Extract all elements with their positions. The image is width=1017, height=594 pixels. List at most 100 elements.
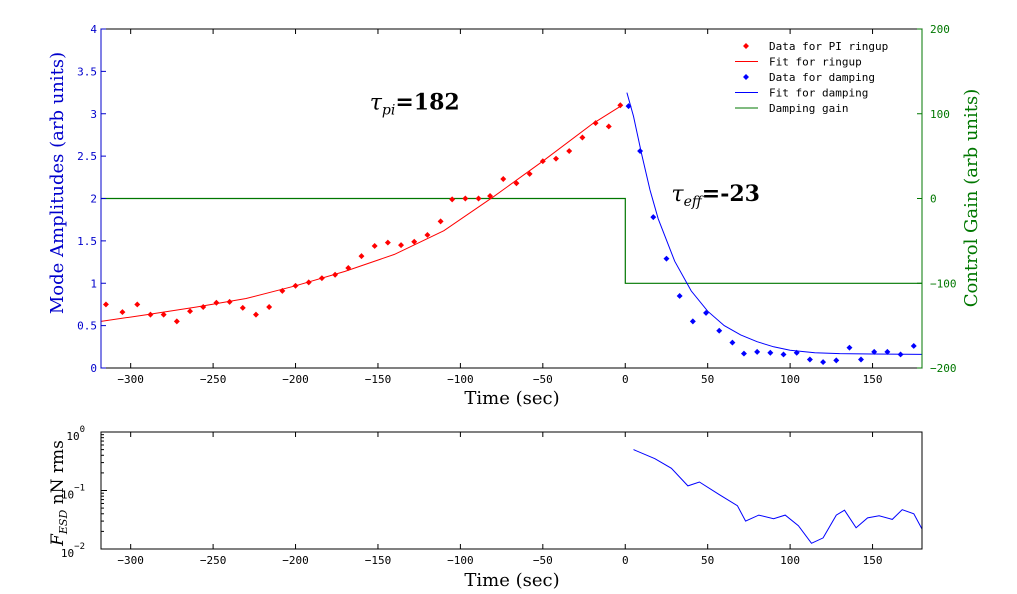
data-point-damping-5 [689, 318, 696, 325]
bottom-x-tick-label: 150 [863, 554, 883, 567]
bottom-y-tick-base: 10 [61, 489, 74, 502]
bottom-y-label-rest: nN rms [48, 440, 68, 510]
data-point-ringup-38 [605, 123, 612, 130]
data-point-damping-8 [729, 339, 736, 346]
right-y-axis-label: Control Gain (arb units) [961, 89, 982, 308]
data-point-ringup-20 [371, 242, 378, 249]
data-point-damping-4 [676, 292, 683, 299]
bottom-x-tick-label: −300 [117, 554, 144, 567]
bottom-x-tick-label: 100 [780, 554, 800, 567]
y-tick-label: 2.5 [77, 150, 97, 163]
data-point-ringup-29 [487, 192, 494, 199]
fit-line-ringup [100, 104, 623, 322]
x-tick-label: 0 [622, 373, 629, 386]
bottom-x-tick-label: −150 [365, 554, 392, 567]
data-point-ringup-1 [119, 309, 126, 316]
legend-label-2: Data for damping [769, 71, 875, 84]
x-tick-label: 100 [780, 373, 800, 386]
data-point-ringup-36 [579, 134, 586, 141]
data-point-damping-6 [703, 309, 710, 316]
x-tick-label: −100 [447, 373, 474, 386]
bottom-y-axis-label: FESD nN rms [48, 440, 70, 547]
top-chart: −300 −250 −200 −150 −100 −50 0 50 100 150 0 0.5 1 1.… [47, 23, 982, 409]
legend-label-0: Data for PI ringup [769, 40, 888, 53]
data-point-ringup-14 [292, 282, 299, 289]
bottom-chart: −300 −250 −200 −150 −100 −50 0 50 100 150 10010−1… [48, 425, 923, 591]
y-tick-label: 0.5 [77, 320, 97, 333]
fit-line-damping [626, 92, 923, 355]
y-tick-label: 1.5 [77, 235, 97, 248]
bottom-x-tick-label: −100 [447, 554, 474, 567]
data-point-ringup-7 [200, 304, 207, 310]
bottom-plot-frame [100, 431, 923, 550]
top-left-y-ticks: 0 0.5 1 1.5 2 2.5 3 3.5 4 [77, 23, 106, 375]
force-line-0 [633, 449, 923, 544]
y-tick-label: 1 [90, 277, 97, 290]
data-point-ringup-24 [424, 231, 431, 238]
top-x-axis-label: Time (sec) [464, 388, 559, 409]
data-point-ringup-9 [226, 298, 233, 305]
y2-tick-label: 0 [930, 193, 937, 206]
data-point-damping-9 [740, 350, 747, 357]
data-point-ringup-22 [398, 242, 405, 249]
data-point-damping-11 [767, 349, 774, 356]
data-point-ringup-12 [266, 304, 273, 310]
x-tick-label: 50 [701, 373, 714, 386]
bottom-x-tick-label: 50 [701, 554, 714, 567]
legend: Data for PI ringup Fit for ringup Data for… [735, 40, 888, 115]
force-line-layer [633, 449, 923, 544]
data-point-ringup-2 [134, 301, 141, 308]
data-point-ringup-27 [462, 195, 469, 202]
x-tick-label: 150 [863, 373, 883, 386]
top-right-y-ticks: −200 −100 0 100 200 [917, 23, 957, 375]
damping-gain-layer [101, 197, 922, 284]
fit-lines-layer [100, 92, 923, 355]
data-point-damping-20 [884, 348, 891, 355]
data-point-damping-10 [754, 348, 761, 355]
x-tick-label: −150 [365, 373, 392, 386]
bottom-y-tick-base: 10 [66, 430, 79, 443]
tau-eff-subscript: eff [684, 194, 704, 210]
data-point-damping-22 [910, 342, 917, 349]
bottom-log-minor-ticks [101, 434, 104, 532]
data-points-layer [102, 102, 917, 366]
bottom-y-tick-exponent: −1 [74, 484, 85, 494]
y-tick-label: 4 [90, 23, 97, 36]
data-point-ringup-25 [437, 218, 444, 225]
x-tick-label: −250 [200, 373, 227, 386]
data-point-damping-2 [650, 214, 657, 221]
bottom-y-tick-exponent: −2 [74, 542, 85, 552]
data-point-ringup-10 [239, 304, 246, 311]
bottom-x-tick-label: −50 [533, 554, 553, 567]
legend-label-4: Damping gain [769, 102, 848, 115]
data-point-ringup-0 [102, 301, 109, 308]
data-point-damping-17 [846, 344, 853, 351]
y-tick-label: 0 [90, 362, 97, 375]
bottom-x-ticks: −300 −250 −200 −150 −100 −50 0 50 100 150 [117, 432, 882, 567]
data-point-damping-7 [716, 327, 723, 334]
left-y-axis-label: Mode Amplitudes (arb units) [47, 52, 68, 314]
damping-gain-line [101, 197, 922, 284]
bottom-y-tick-exponent: 0 [80, 425, 85, 435]
tau-eff-value: =-23 [702, 181, 760, 207]
data-point-ringup-19 [358, 253, 365, 260]
data-point-ringup-18 [345, 265, 352, 271]
x-tick-label: −200 [282, 373, 309, 386]
data-point-ringup-23 [411, 238, 418, 245]
bottom-x-axis-label: Time (sec) [464, 570, 559, 591]
data-point-ringup-30 [500, 176, 507, 182]
tau-eff-symbol: τ [671, 182, 684, 207]
bottom-x-tick-label: 0 [622, 554, 629, 567]
data-point-damping-18 [858, 356, 864, 363]
bottom-x-tick-label: −200 [282, 554, 309, 567]
legend-label-1: Fit for ringup [769, 56, 862, 69]
data-point-damping-14 [806, 356, 813, 363]
legend-marker-0 [743, 43, 749, 49]
data-point-ringup-26 [449, 196, 456, 203]
data-point-ringup-11 [252, 311, 259, 318]
data-point-damping-21 [897, 351, 904, 358]
data-point-ringup-35 [566, 148, 573, 155]
data-point-damping-3 [663, 255, 670, 262]
data-point-ringup-28 [475, 195, 482, 202]
